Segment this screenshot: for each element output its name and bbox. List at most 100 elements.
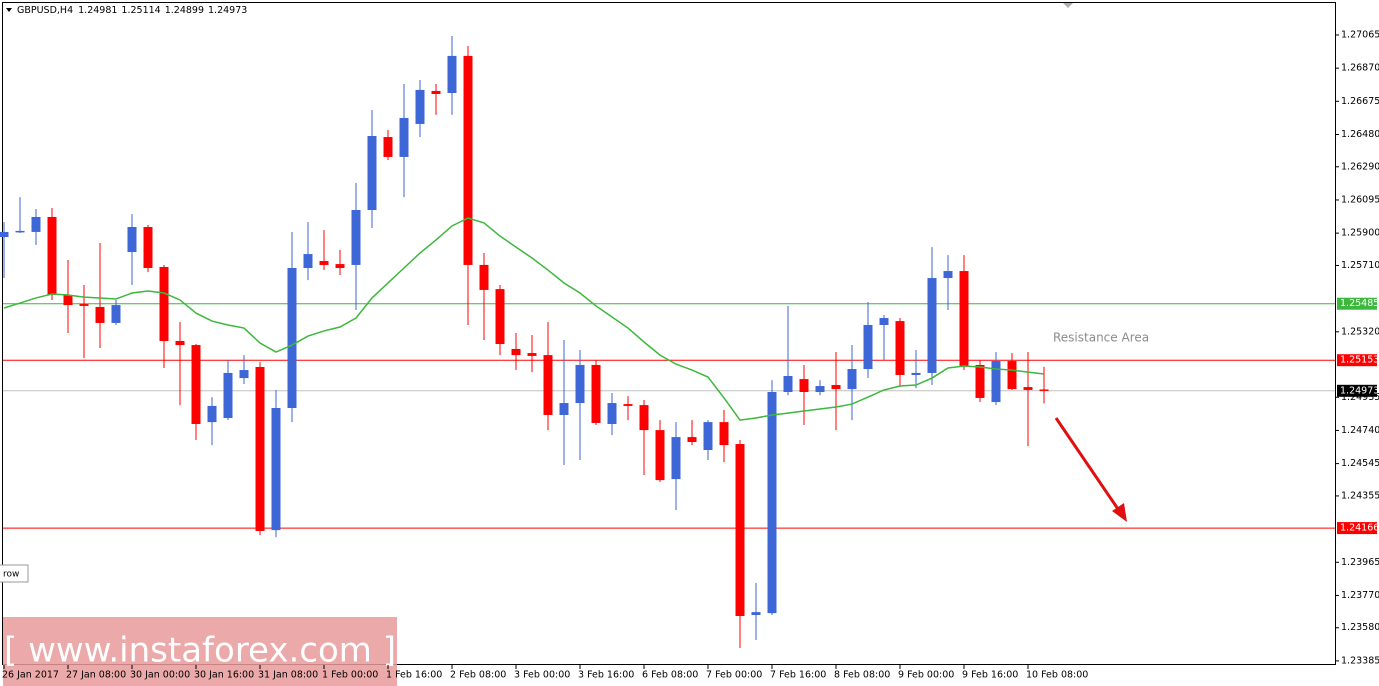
candle-body	[47, 216, 57, 296]
candle-body	[719, 422, 729, 446]
candle-body	[559, 403, 569, 415]
watermark-box	[3, 617, 397, 686]
candle-body	[735, 444, 745, 617]
candle-body	[1023, 387, 1033, 390]
candle-body	[911, 372, 921, 375]
candle-body	[367, 136, 377, 211]
candle-body	[127, 227, 137, 253]
y-tick-label: 1.26095	[1341, 194, 1379, 205]
candle-body	[1007, 361, 1017, 390]
x-tick-label: 6 Feb 08:00	[642, 670, 698, 681]
candle-body	[527, 353, 537, 356]
candle-body	[879, 318, 889, 325]
y-tick-label: 1.26870	[1341, 63, 1379, 74]
current-price-tag	[1337, 384, 1377, 397]
candle-body	[223, 372, 233, 419]
candle-body	[111, 305, 121, 323]
candle-body	[895, 321, 905, 375]
header-high: 1.25114	[121, 5, 160, 16]
candle-body	[95, 306, 105, 323]
candle-body	[335, 264, 345, 269]
candle-body	[239, 370, 249, 379]
y-tick-label: 1.26290	[1341, 161, 1379, 172]
level-tag	[1337, 354, 1377, 367]
level-tag	[1337, 297, 1377, 310]
x-tick-label: 3 Feb 00:00	[514, 670, 570, 681]
plot-frame	[2, 2, 1336, 665]
x-tick-label: 7 Feb 00:00	[706, 670, 762, 681]
candle-body	[319, 261, 329, 265]
header-arrow	[6, 8, 12, 12]
x-tick-label: 30 Jan 00:00	[130, 670, 190, 681]
x-tick-label: 1 Feb 16:00	[386, 670, 442, 681]
x-tick-label: 2 Feb 08:00	[450, 670, 506, 681]
candle-body	[623, 404, 633, 406]
candle-body	[399, 117, 409, 157]
candle-body	[463, 55, 473, 265]
current-price-label: 1.24973	[1340, 385, 1379, 396]
candle-body	[431, 90, 441, 94]
candle-body	[63, 295, 73, 306]
y-tick-label: 1.23385	[1341, 655, 1379, 666]
candle-body	[143, 227, 153, 269]
x-tick-label: 9 Feb 00:00	[898, 670, 954, 681]
x-tick-label: 30 Jan 16:00	[194, 670, 254, 681]
x-tick-label: 7 Feb 16:00	[770, 670, 826, 681]
candle-body	[655, 430, 665, 481]
candles-layer	[0, 35, 1049, 648]
candle-body	[591, 364, 601, 423]
arrow-shaft	[1054, 417, 1122, 513]
axis-layer: 1.27065 1.26870 1.26675 1.26480 1.26290 1.260…	[2, 29, 1379, 680]
y-tick-label: 1.23770	[1341, 590, 1379, 601]
y-tick-label: 1.24740	[1341, 425, 1379, 436]
x-tick-label: 10 Feb 08:00	[1026, 670, 1088, 681]
y-tick-label: 1.27065	[1341, 29, 1379, 40]
chart-header: GBPUSD,H4 1.24981 1.25114 1.24899 1.24973	[17, 5, 247, 16]
candle-body	[815, 386, 825, 393]
candle-body	[767, 392, 777, 614]
candle-body	[191, 345, 201, 424]
x-tick-label: 31 Jan 08:00	[258, 670, 318, 681]
candle-body	[511, 348, 521, 356]
x-tick-label: 27 Jan 08:00	[66, 670, 126, 681]
x-tick-label: 9 Feb 16:00	[962, 670, 1018, 681]
candle-body	[271, 407, 281, 531]
candle-body	[751, 612, 761, 615]
level-label: 1.25153	[1340, 355, 1379, 366]
level-label: 1.25485	[1340, 298, 1379, 309]
candle-body	[31, 216, 41, 232]
candle-body	[1039, 389, 1049, 391]
moving-average	[3, 217, 1045, 421]
candle-body	[303, 254, 313, 269]
candle-body	[943, 271, 953, 279]
y-tick-label: 1.23580	[1341, 622, 1379, 633]
candle-body	[159, 266, 169, 341]
arrow-head	[1112, 503, 1127, 522]
y-tick-label: 1.24545	[1341, 458, 1379, 469]
candle-body	[639, 405, 649, 431]
level-tag	[1337, 522, 1377, 535]
candle-body	[447, 55, 457, 93]
candle-body	[15, 230, 25, 233]
header-close: 1.24973	[208, 5, 247, 16]
y-tick-label: 1.23965	[1341, 557, 1379, 568]
candle-body	[927, 278, 937, 373]
overlay-layer	[3, 217, 1045, 421]
y-tick-label: 1.26480	[1341, 129, 1379, 140]
x-tick-label: 26 Jan 2017	[2, 670, 59, 681]
candle-body	[479, 264, 489, 290]
x-tick-label: 8 Feb 08:00	[834, 670, 890, 681]
button[interactable]	[0, 564, 29, 583]
candle-body	[543, 355, 553, 415]
candle-body	[607, 403, 617, 424]
button-label[interactable]: row	[3, 570, 19, 580]
y-tick-label: 1.24935	[1341, 392, 1379, 403]
chart-title: GBPUSD,H4	[17, 5, 73, 16]
annotation: Resistance Area	[1053, 331, 1149, 345]
candle-body	[287, 268, 297, 408]
candle-body	[783, 376, 793, 393]
header-low: 1.24899	[165, 5, 204, 16]
shift-marker	[1063, 3, 1073, 8]
